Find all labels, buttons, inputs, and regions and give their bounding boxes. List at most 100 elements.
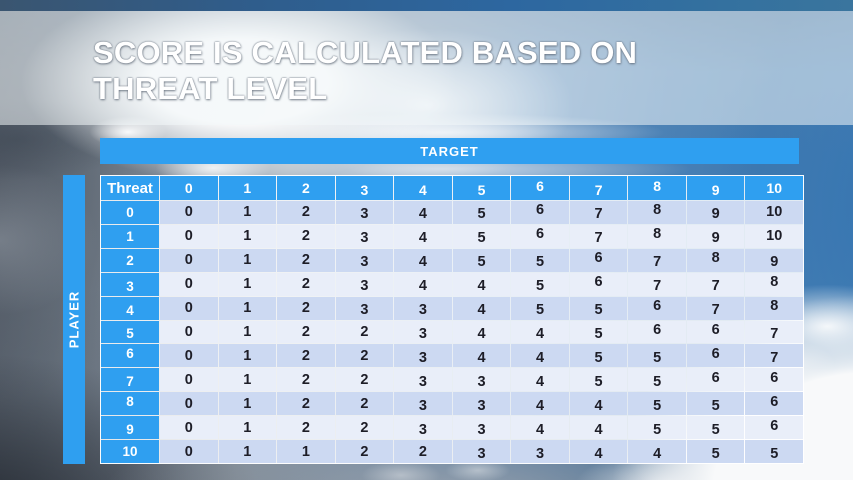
score-cell: 6: [628, 296, 686, 320]
score-cell: 3: [452, 392, 511, 416]
column-header-2: 2: [277, 176, 335, 200]
score-cell: 2: [277, 248, 335, 272]
row-header-7: 7: [101, 368, 159, 392]
score-cell: 3: [452, 440, 511, 463]
score-cell: 1: [218, 344, 277, 368]
row-header-9: 9: [101, 416, 159, 440]
column-header-0: 0: [160, 176, 218, 200]
score-cell: 6: [686, 320, 745, 344]
score-cell: 5: [628, 392, 686, 416]
score-cell: 5: [569, 320, 628, 344]
score-cell: 0: [160, 248, 218, 272]
score-cell: 4: [452, 320, 511, 344]
title-line-1: SCORE IS CALCULATED BASED ON: [93, 35, 638, 70]
player-axis-bar: PLAYER: [63, 175, 85, 464]
score-cell: 2: [277, 272, 335, 296]
score-cell: 5: [686, 416, 745, 440]
score-cell: 3: [335, 296, 394, 320]
score-cell: 8: [745, 296, 803, 320]
target-axis-bar: TARGET: [100, 138, 799, 164]
score-cell: 8: [628, 224, 686, 248]
row-header-2: 2: [101, 248, 159, 272]
score-cell: 3: [335, 248, 394, 272]
score-cell: 1: [218, 440, 277, 463]
score-cell: 2: [277, 201, 335, 224]
score-cell: 3: [394, 368, 452, 392]
score-cell: 3: [394, 392, 452, 416]
score-cell: 5: [569, 296, 628, 320]
score-cell: 2: [277, 392, 335, 416]
slide-title: SCORE IS CALCULATED BASED ON THREAT LEVEL: [93, 35, 637, 107]
score-cell: 4: [628, 440, 686, 463]
score-cell: 9: [745, 248, 803, 272]
score-cell: 1: [218, 320, 277, 344]
column-header-4: 4: [394, 176, 452, 200]
score-cell: 7: [569, 224, 628, 248]
score-cell: 4: [511, 368, 569, 392]
score-cell: 1: [218, 224, 277, 248]
score-cell: 5: [628, 344, 686, 368]
target-axis-label: TARGET: [420, 143, 479, 159]
column-header-9: 9: [686, 176, 745, 200]
score-cell: 5: [569, 368, 628, 392]
score-cell: 0: [160, 344, 218, 368]
score-cell: 6: [569, 272, 628, 296]
score-cell: 4: [394, 248, 452, 272]
score-cell: 5: [511, 296, 569, 320]
score-table: Threat 0 1 2 3 4 5 6 7 8 9 1 0 0 0 1 2 3 4 5 6 7 8 9 1 0 1 0 1 2 3 4 5 6 7…: [100, 175, 804, 464]
score-cell: 4: [452, 296, 511, 320]
score-cell: 0: [160, 416, 218, 440]
score-cell: 6: [745, 368, 803, 392]
score-cell: 7: [686, 296, 745, 320]
score-cell: 2: [277, 296, 335, 320]
score-cell: 6: [511, 201, 569, 224]
score-cell: 2: [277, 320, 335, 344]
score-cell: 1: [218, 248, 277, 272]
row-header-1: 1: [101, 224, 159, 248]
score-cell: 0: [160, 201, 218, 224]
score-cell: 1: [218, 368, 277, 392]
column-header-5: 5: [452, 176, 511, 200]
score-cell: 4: [511, 392, 569, 416]
title-band: SCORE IS CALCULATED BASED ON THREAT LEVEL: [0, 11, 853, 125]
score-cell: 4: [569, 416, 628, 440]
score-cell: 6: [686, 368, 745, 392]
score-cell: 2: [277, 344, 335, 368]
score-cell: 7: [686, 272, 745, 296]
score-cell: 1: [218, 392, 277, 416]
score-cell: 1: [218, 201, 277, 224]
score-cell: 2: [335, 320, 394, 344]
score-cell: 0: [160, 296, 218, 320]
score-cell: 3: [394, 416, 452, 440]
score-cell: 4: [511, 416, 569, 440]
score-cell: 6: [628, 320, 686, 344]
score-cell: 2: [394, 440, 452, 463]
score-cell: 4: [452, 272, 511, 296]
column-header-6: 6: [511, 176, 569, 200]
score-cell: 1: [277, 440, 335, 463]
score-cell: 4: [394, 224, 452, 248]
score-cell: 7: [628, 248, 686, 272]
column-header-3: 3: [335, 176, 394, 200]
score-cell: 3: [511, 440, 569, 463]
score-cell: 4: [569, 440, 628, 463]
score-cell: 3: [452, 368, 511, 392]
score-cell: 5: [452, 224, 511, 248]
column-header-7: 7: [569, 176, 628, 200]
score-cell: 4: [511, 320, 569, 344]
score-cell: 6: [511, 224, 569, 248]
row-header-3: 3: [101, 272, 159, 296]
score-cell: 9: [686, 201, 745, 224]
score-cell: 3: [335, 272, 394, 296]
title-line-2: THREAT LEVEL: [93, 71, 328, 106]
score-cell: 4: [394, 272, 452, 296]
score-cell: 5: [628, 416, 686, 440]
player-axis-label: PLAYER: [66, 290, 82, 349]
score-cell: 8: [686, 248, 745, 272]
score-cell: 5: [686, 392, 745, 416]
score-cell: 7: [569, 201, 628, 224]
